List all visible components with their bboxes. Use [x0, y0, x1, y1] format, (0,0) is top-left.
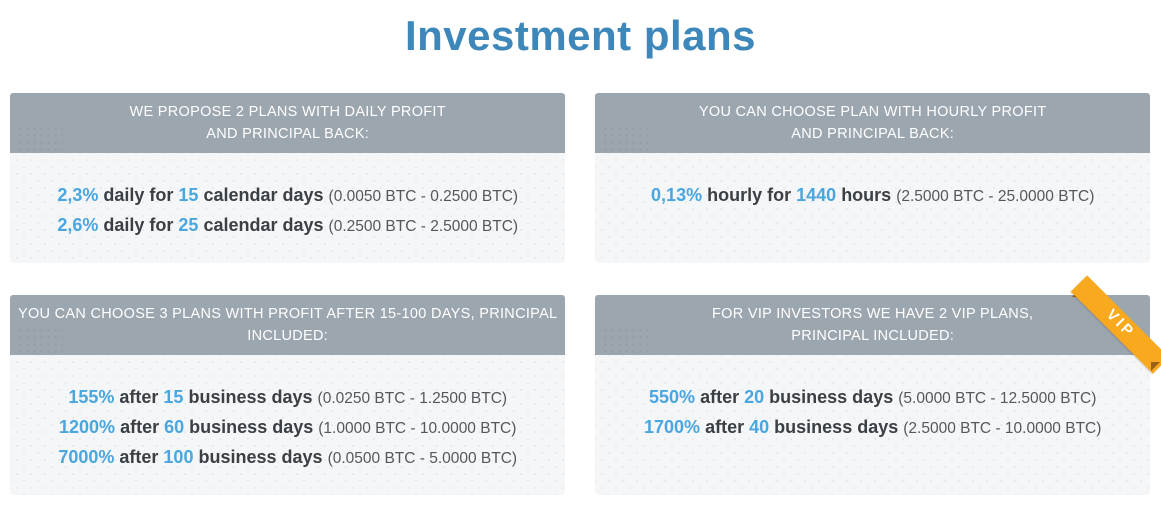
plan-duration: 25	[178, 215, 199, 235]
plan-text: calendar days	[203, 185, 324, 205]
plan-line: 1700% after 40 business days (2.5000 BTC…	[609, 413, 1136, 443]
plan-rate: 550%	[649, 387, 696, 407]
card-header-line: YOU CAN CHOOSE PLAN WITH HOURLY PROFIT	[698, 104, 1047, 120]
plan-range: (0.2500 BTC - 2.5000 BTC)	[328, 218, 519, 235]
plan-rate: 2,6%	[57, 215, 99, 235]
card-header-line: PRINCIPAL INCLUDED:	[791, 328, 955, 344]
plan-text: daily for	[103, 185, 174, 205]
card-header-line: YOU CAN CHOOSE 3 PLANS WITH PROFIT AFTER…	[18, 306, 558, 322]
card-header-line: AND PRINCIPAL BACK:	[206, 126, 370, 142]
card-header: FOR VIP INVESTORS WE HAVE 2 VIP PLANS, P…	[595, 295, 1150, 355]
plan-card-vip: VIP FOR VIP INVESTORS WE HAVE 2 VIP PLAN…	[595, 275, 1161, 495]
plan-rate: 1200%	[59, 417, 116, 437]
card-body: 0,13% hourly for 1440 hours (2.5000 BTC …	[595, 153, 1150, 263]
plan-text: business days	[189, 417, 314, 437]
plan-duration: 20	[744, 387, 765, 407]
plan-range: (2.5000 BTC - 10.0000 BTC)	[903, 420, 1102, 437]
plan-rate: 0,13%	[651, 185, 703, 205]
plan-duration: 1440	[796, 185, 837, 205]
plan-line: 2,6% daily for 25 calendar days (0.2500 …	[24, 211, 551, 241]
plan-line: 7000% after 100 business days (0.0500 BT…	[24, 443, 551, 473]
plan-line: 1200% after 60 business days (1.0000 BTC…	[24, 413, 551, 443]
plan-range: (0.0250 BTC - 1.2500 BTC)	[317, 390, 508, 407]
plan-range: (1.0000 BTC - 10.0000 BTC)	[318, 420, 517, 437]
card-header: YOU CAN CHOOSE PLAN WITH HOURLY PROFIT A…	[595, 93, 1150, 153]
plan-rate: 2,3%	[57, 185, 99, 205]
plan-text: business days	[198, 447, 323, 467]
plan-text: hourly for	[707, 185, 792, 205]
plan-text: after	[119, 387, 159, 407]
plan-range: (2.5000 BTC - 25.0000 BTC)	[896, 188, 1095, 205]
plan-card-hourly: YOU CAN CHOOSE PLAN WITH HOURLY PROFIT A…	[595, 93, 1150, 263]
plan-text: business days	[774, 417, 899, 437]
plan-duration: 15	[163, 387, 184, 407]
plan-line: 550% after 20 business days (5.0000 BTC …	[609, 383, 1136, 413]
plan-duration: 60	[164, 417, 185, 437]
plan-duration: 15	[178, 185, 199, 205]
card-header-line: AND PRINCIPAL BACK:	[791, 126, 955, 142]
plan-duration: 40	[749, 417, 770, 437]
plan-text: after	[700, 387, 740, 407]
card-header: YOU CAN CHOOSE 3 PLANS WITH PROFIT AFTER…	[10, 295, 566, 355]
plan-text: business days	[769, 387, 894, 407]
plan-line: 155% after 15 business days (0.0250 BTC …	[24, 383, 551, 413]
plan-line: 2,3% daily for 15 calendar days (0.0050 …	[24, 181, 551, 211]
card-header-line: FOR VIP INVESTORS WE HAVE 2 VIP PLANS,	[712, 306, 1034, 322]
plan-duration: 100	[163, 447, 194, 467]
plan-text: after	[119, 447, 159, 467]
plan-rate: 155%	[68, 387, 115, 407]
plan-range: (5.0000 BTC - 12.5000 BTC)	[898, 390, 1097, 407]
plan-text: after	[120, 417, 160, 437]
card-header-line: INCLUDED:	[247, 328, 329, 344]
plan-card-daily: WE PROPOSE 2 PLANS WITH DAILY PROFIT AND…	[10, 93, 566, 263]
plan-text: business days	[188, 387, 313, 407]
plan-rate: 7000%	[58, 447, 115, 467]
plan-text: after	[705, 417, 745, 437]
plan-range: (0.0050 BTC - 0.2500 BTC)	[328, 188, 519, 205]
plan-line: 0,13% hourly for 1440 hours (2.5000 BTC …	[609, 181, 1136, 211]
plans-grid: WE PROPOSE 2 PLANS WITH DAILY PROFIT AND…	[0, 93, 1161, 495]
plan-card-after-days: YOU CAN CHOOSE 3 PLANS WITH PROFIT AFTER…	[10, 295, 566, 495]
plan-rate: 1700%	[644, 417, 701, 437]
card-header: WE PROPOSE 2 PLANS WITH DAILY PROFIT AND…	[10, 93, 566, 153]
page-title: Investment plans	[404, 12, 757, 59]
plan-range: (0.0500 BTC - 5.0000 BTC)	[327, 450, 518, 467]
plan-text: hours	[841, 185, 892, 205]
plan-text: calendar days	[203, 215, 324, 235]
card-header-line: WE PROPOSE 2 PLANS WITH DAILY PROFIT	[129, 104, 446, 120]
card-body: 155% after 15 business days (0.0250 BTC …	[10, 355, 565, 495]
plan-text: daily for	[103, 215, 174, 235]
card-body: 550% after 20 business days (5.0000 BTC …	[595, 355, 1150, 495]
card-body: 2,3% daily for 15 calendar days (0.0050 …	[10, 153, 565, 263]
